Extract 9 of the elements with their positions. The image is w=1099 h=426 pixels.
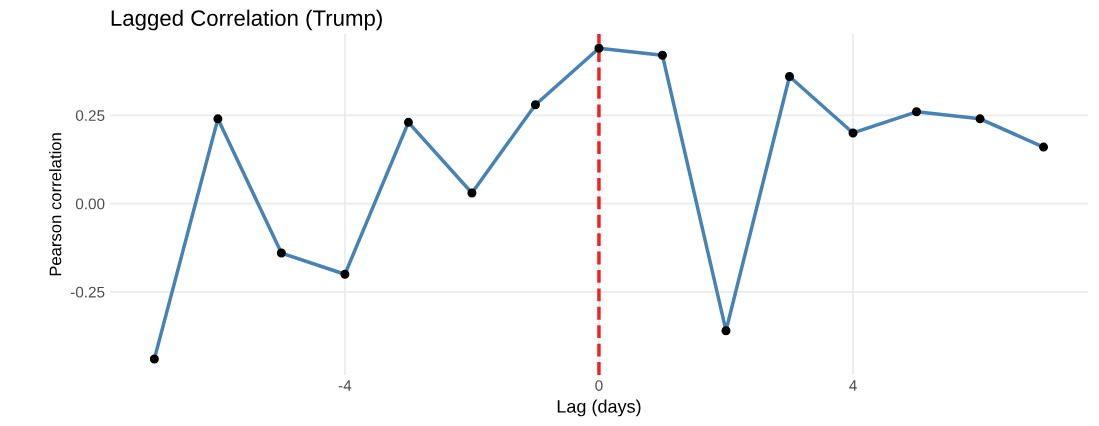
x-tick-label: 4 bbox=[849, 380, 857, 391]
y-tick-label: 0.00 bbox=[75, 198, 105, 210]
y-tick-label: 0.25 bbox=[75, 110, 105, 121]
chart-title: Lagged Correlation (Trump) bbox=[111, 9, 382, 31]
x-axis-title: Lag (days) bbox=[557, 399, 641, 417]
x-tick-label: 0 bbox=[595, 380, 603, 391]
y-axis-title: Pearson correlation bbox=[49, 133, 62, 276]
x-tick-label: -4 bbox=[338, 380, 352, 391]
y-tick-label: -0.25 bbox=[70, 286, 105, 298]
